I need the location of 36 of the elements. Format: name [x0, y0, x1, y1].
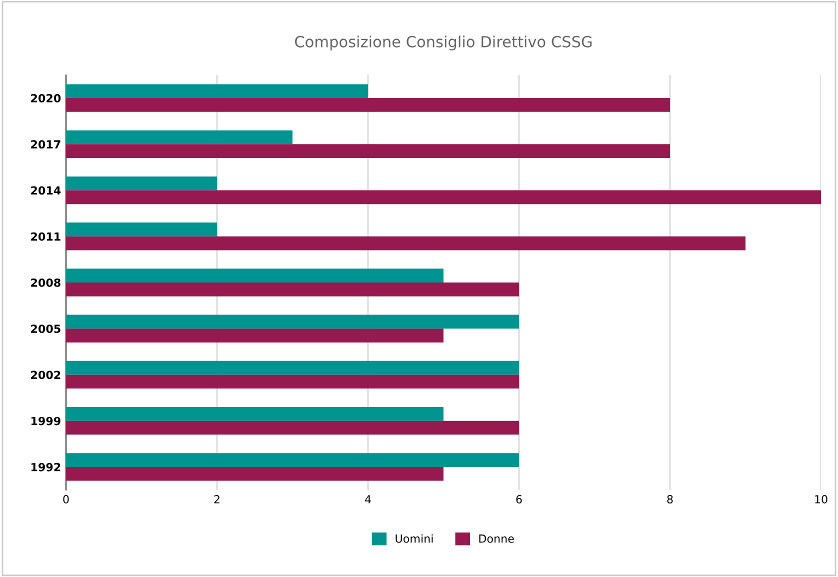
y-tick-label: 2014: [31, 186, 61, 195]
x-tick-label: 2: [214, 495, 220, 504]
y-tick-label: 1992: [31, 462, 60, 472]
bar: [66, 453, 519, 467]
bar: [66, 130, 292, 144]
bar: [66, 222, 217, 236]
y-tick-label: 1999: [31, 416, 60, 426]
y-tick-label: 2020: [31, 94, 61, 102]
bar: [66, 314, 519, 329]
bar: [66, 176, 217, 190]
bar: [66, 466, 444, 481]
y-tick-label: 2002: [31, 370, 60, 380]
bar: [66, 360, 519, 375]
bar: [66, 420, 519, 435]
y-tick-label: 2011: [31, 232, 60, 241]
y-tick-label: 2017: [31, 140, 60, 149]
bar: [66, 407, 444, 421]
bar: [66, 190, 821, 204]
bar: [66, 328, 444, 342]
bar: [66, 268, 444, 282]
bar: [66, 144, 670, 158]
bar: [66, 374, 519, 389]
y-tick-label: 2008: [31, 278, 60, 287]
x-tick-label: 6: [516, 495, 522, 504]
bar: [66, 282, 519, 296]
chart-title: Composizione Consiglio Direttivo CSSG: [295, 36, 592, 50]
bar: [66, 84, 368, 98]
x-tick-label: 0: [63, 495, 69, 504]
x-tick-label: 10: [815, 495, 828, 504]
legend-label: Uomini: [396, 534, 433, 543]
bar: [66, 98, 670, 112]
legend-label: Donne: [479, 534, 514, 543]
x-tick-label: 8: [667, 495, 673, 504]
bar: [66, 236, 746, 250]
x-tick-label: 4: [365, 495, 371, 504]
y-tick-label: 2005: [31, 324, 60, 333]
